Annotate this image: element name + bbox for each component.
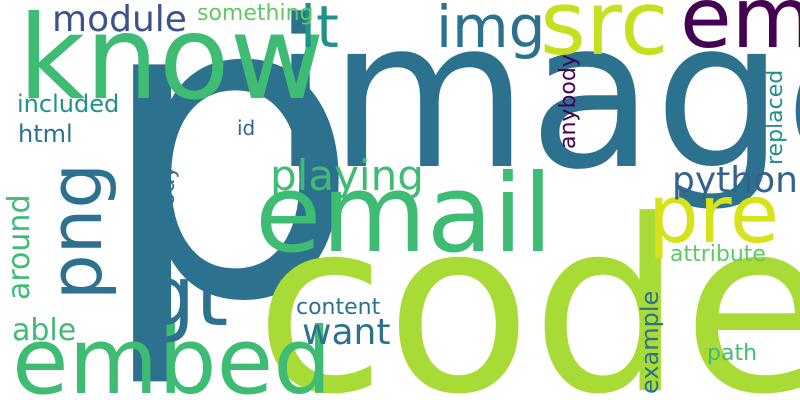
word-module: module xyxy=(52,2,187,38)
word-included: included xyxy=(17,92,119,116)
word-able: able xyxy=(12,316,76,346)
word-something: something xyxy=(197,3,313,25)
word-content: content xyxy=(296,297,380,319)
word-body: body xyxy=(157,166,179,220)
word-img: img xyxy=(436,0,545,56)
word-around: around xyxy=(5,195,35,300)
word-playing: playing xyxy=(270,155,424,197)
word-path: path xyxy=(707,343,757,365)
word-replaced: replaced xyxy=(765,70,787,165)
word-want: want xyxy=(302,315,390,351)
word-python: python xyxy=(672,163,798,199)
word-em: em xyxy=(680,0,800,60)
word-png: png xyxy=(40,163,112,300)
word-html: html xyxy=(18,122,73,146)
word-gt: gt xyxy=(142,254,228,338)
word-anybody: anybody xyxy=(558,54,580,149)
word-attribute: attribute xyxy=(670,244,766,266)
word-example: example xyxy=(638,291,662,394)
word-id: id xyxy=(237,118,255,138)
